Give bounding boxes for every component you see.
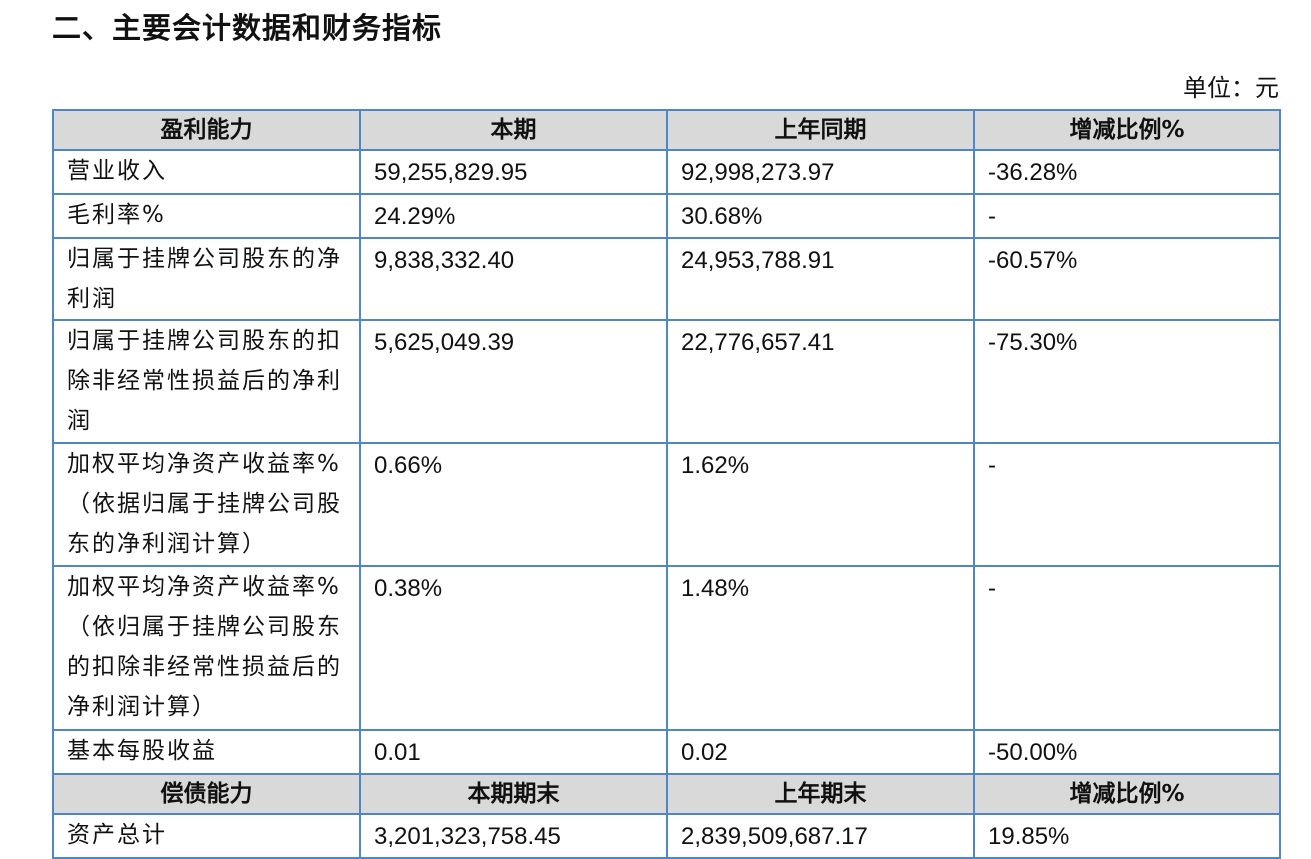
row-label: 资产总计 — [52, 813, 361, 859]
row-label: 归属于挂牌公司股东的净利润 — [52, 237, 361, 321]
change-value: 19.85% — [973, 813, 1281, 859]
financial-indicators-table: 盈利能力 本期 上年同期 增减比例% 营业收入 59,255,829.95 92… — [52, 109, 1281, 859]
table-row: 毛利率% 24.29% 30.68% - — [52, 193, 1281, 239]
prior-value: 0.02 — [666, 729, 975, 775]
header-change-ratio: 增减比例% — [973, 773, 1281, 815]
row-label: 归属于挂牌公司股东的扣除非经常性损益后的净利润 — [52, 319, 361, 444]
change-value: -60.57% — [973, 237, 1281, 321]
table-row: 加权平均净资产收益率%（依据归属于挂牌公司股东的净利润计算） 0.66% 1.6… — [52, 442, 1281, 567]
current-value: 59,255,829.95 — [359, 149, 668, 195]
row-label: 加权平均净资产收益率%（依归属于挂牌公司股东的扣除非经常性损益后的净利润计算） — [52, 565, 361, 731]
change-value: -36.28% — [973, 149, 1281, 195]
header-category: 盈利能力 — [52, 109, 361, 151]
prior-value: 1.62% — [666, 442, 975, 567]
table-row: 基本每股收益 0.01 0.02 -50.00% — [52, 729, 1281, 775]
current-value: 5,625,049.39 — [359, 319, 668, 444]
table-row: 归属于挂牌公司股东的扣除非经常性损益后的净利润 5,625,049.39 22,… — [52, 319, 1281, 444]
section-title: 二、主要会计数据和财务指标 — [52, 11, 443, 45]
profitability-header-row: 盈利能力 本期 上年同期 增减比例% — [52, 109, 1281, 151]
unit-label: 单位：元 — [1183, 74, 1279, 102]
current-value: 0.66% — [359, 442, 668, 567]
table-row: 加权平均净资产收益率%（依归属于挂牌公司股东的扣除非经常性损益后的净利润计算） … — [52, 565, 1281, 731]
table-row: 归属于挂牌公司股东的净利润 9,838,332.40 24,953,788.91… — [52, 237, 1281, 321]
current-value: 0.38% — [359, 565, 668, 731]
prior-value: 92,998,273.97 — [666, 149, 975, 195]
row-label: 营业收入 — [52, 149, 361, 195]
change-value: - — [973, 442, 1281, 567]
solvency-header-row: 偿债能力 本期期末 上年期末 增减比例% — [52, 773, 1281, 815]
header-current-period: 本期 — [359, 109, 668, 151]
prior-value: 30.68% — [666, 193, 975, 239]
prior-value: 1.48% — [666, 565, 975, 731]
header-prior-period-end: 上年期末 — [666, 773, 975, 815]
row-label: 基本每股收益 — [52, 729, 361, 775]
row-label: 毛利率% — [52, 193, 361, 239]
current-value: 9,838,332.40 — [359, 237, 668, 321]
change-value: - — [973, 193, 1281, 239]
change-value: -50.00% — [973, 729, 1281, 775]
prior-value: 22,776,657.41 — [666, 319, 975, 444]
header-current-period-end: 本期期末 — [359, 773, 668, 815]
current-value: 3,201,323,758.45 — [359, 813, 668, 859]
table-row: 资产总计 3,201,323,758.45 2,839,509,687.17 1… — [52, 813, 1281, 859]
row-label: 加权平均净资产收益率%（依据归属于挂牌公司股东的净利润计算） — [52, 442, 361, 567]
change-value: - — [973, 565, 1281, 731]
current-value: 0.01 — [359, 729, 668, 775]
current-value: 24.29% — [359, 193, 668, 239]
prior-value: 24,953,788.91 — [666, 237, 975, 321]
table-row: 营业收入 59,255,829.95 92,998,273.97 -36.28% — [52, 149, 1281, 195]
header-prior-period: 上年同期 — [666, 109, 975, 151]
header-change-ratio: 增减比例% — [973, 109, 1281, 151]
prior-value: 2,839,509,687.17 — [666, 813, 975, 859]
header-category: 偿债能力 — [52, 773, 361, 815]
change-value: -75.30% — [973, 319, 1281, 444]
